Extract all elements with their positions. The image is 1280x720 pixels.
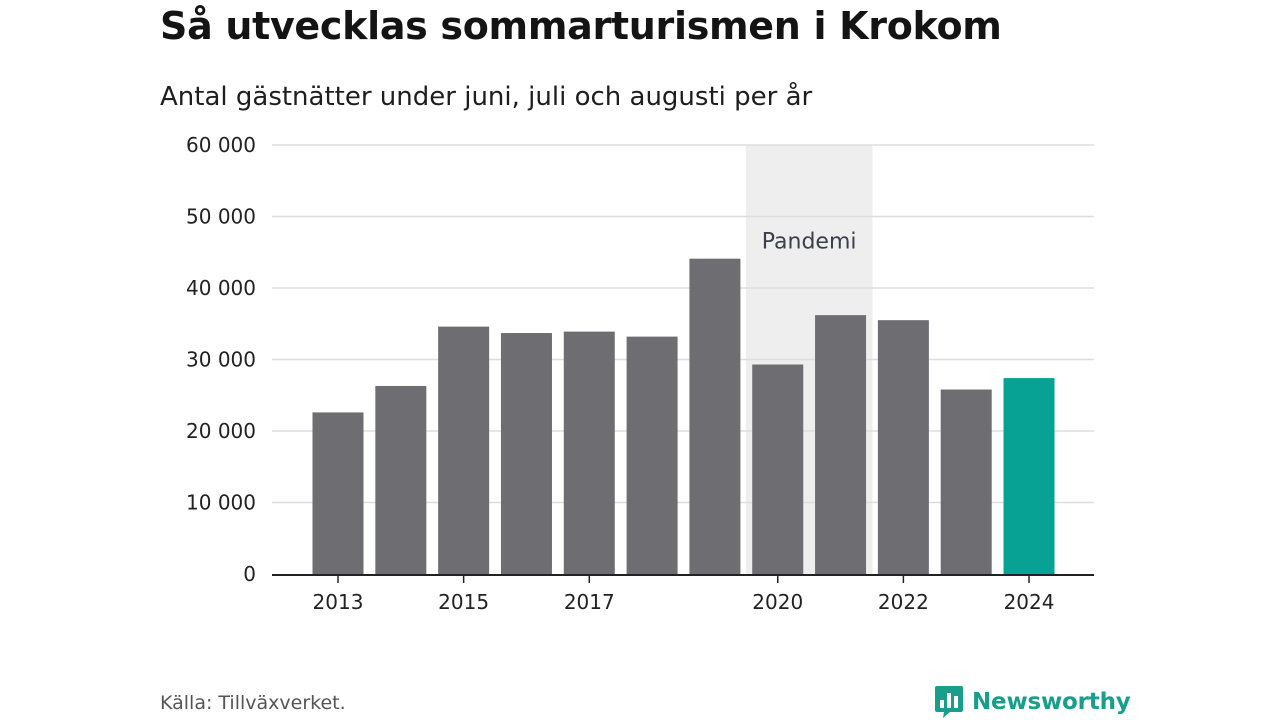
x-tick-label: 2017 (564, 590, 615, 614)
y-tick-label: 60 000 (186, 133, 256, 157)
x-tick-label: 2020 (752, 590, 803, 614)
bar (312, 412, 364, 574)
pandemic-label: Pandemi (762, 230, 857, 255)
bar (940, 389, 992, 574)
x-tick-label: 2022 (878, 590, 929, 614)
bar (877, 320, 929, 574)
bar (500, 333, 552, 574)
bar (626, 336, 678, 574)
brand-logo: Newsworthy (934, 684, 1131, 720)
source-note: Källa: Tillväxverket. (160, 692, 346, 714)
bar (752, 364, 804, 574)
bar-highlight (1003, 378, 1055, 574)
y-tick-label: 40 000 (186, 276, 256, 300)
bar (563, 331, 615, 574)
bar (438, 326, 490, 574)
bar (375, 385, 427, 574)
y-tick-label: 20 000 (186, 419, 256, 443)
bar (689, 258, 741, 574)
x-tick-label: 2024 (1004, 590, 1055, 614)
x-tick-label: 2013 (313, 590, 364, 614)
y-tick-label: 50 000 (186, 205, 256, 229)
x-tick-label: 2015 (438, 590, 489, 614)
y-tick-label: 30 000 (186, 348, 256, 372)
newsworthy-logo-icon (935, 686, 963, 718)
chart-subtitle: Antal gästnätter under juni, juli och au… (160, 82, 813, 112)
bar (815, 315, 867, 574)
y-tick-label: 0 (243, 562, 256, 586)
brand-name: Newsworthy (972, 689, 1131, 715)
chart-title: Så utvecklas sommarturismen i Krokom (160, 4, 1002, 48)
y-tick-label: 10 000 (186, 491, 256, 515)
